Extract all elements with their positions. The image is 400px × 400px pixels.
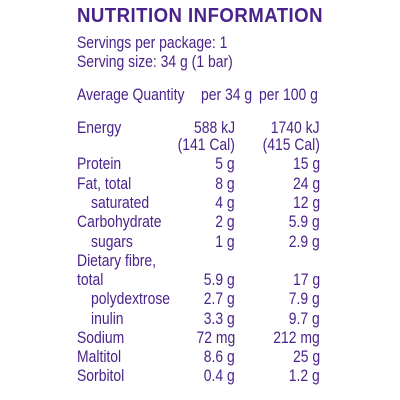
value-per-serving: (141 Cal) — [177, 135, 235, 154]
column-header-per-serving: per 34 g — [201, 85, 253, 104]
value-per-serving: 72 mg — [196, 328, 235, 347]
nutrient-name: inulin — [91, 309, 124, 328]
value-per-100g: 7.9 g — [288, 289, 320, 308]
column-header-per-100g: per 100 g — [259, 85, 318, 104]
value-per-serving: 2.7 g — [203, 289, 235, 308]
panel-title: NUTRITION INFORMATION — [76, 5, 324, 27]
value-per-100g: 1740 kJ — [271, 118, 320, 137]
value-per-serving: 4 g — [215, 193, 235, 212]
nutrient-name: Carbohydrate — [77, 212, 162, 231]
value-per-serving: 8.6 g — [203, 347, 235, 366]
value-per-100g: 24 g — [292, 174, 320, 193]
value-per-100g: 5.9 g — [288, 212, 320, 231]
value-per-serving: 1 g — [215, 232, 235, 251]
nutrient-name: Maltitol — [77, 347, 122, 366]
value-per-100g: 17 g — [292, 270, 320, 289]
value-per-100g: 212 mg — [273, 328, 320, 347]
average-quantity-label: Average Quantity — [77, 85, 185, 104]
value-per-100g: 1.2 g — [288, 366, 320, 385]
value-per-serving: 0.4 g — [203, 366, 235, 385]
value-per-100g: 15 g — [292, 154, 320, 173]
serving-size: Serving size: 34 g (1 bar) — [77, 52, 233, 71]
nutrient-name: Dietary fibre, — [77, 251, 157, 270]
nutrient-name: sugars — [91, 232, 133, 251]
nutrient-name: Sodium — [77, 328, 125, 347]
value-per-serving: 5 g — [215, 154, 235, 173]
nutrient-name: Energy — [77, 118, 122, 137]
value-per-100g: 25 g — [292, 347, 320, 366]
value-per-serving: 3.3 g — [203, 309, 235, 328]
value-per-100g: 9.7 g — [288, 309, 320, 328]
nutrient-name: Fat, total — [77, 174, 132, 193]
nutrient-name: Protein — [77, 154, 122, 173]
nutrient-name: total — [77, 270, 104, 289]
value-per-serving: 8 g — [215, 174, 235, 193]
nutrient-name: Sorbitol — [77, 366, 125, 385]
value-per-100g: 12 g — [292, 193, 320, 212]
value-per-100g: (415 Cal) — [262, 135, 320, 154]
value-per-serving: 588 kJ — [193, 118, 235, 137]
servings-per-package: Servings per package: 1 — [77, 33, 228, 52]
nutrient-name: polydextrose — [91, 289, 171, 308]
value-per-100g: 2.9 g — [288, 232, 320, 251]
value-per-serving: 5.9 g — [203, 270, 235, 289]
value-per-serving: 2 g — [215, 212, 235, 231]
nutrient-name: saturated — [91, 193, 150, 212]
